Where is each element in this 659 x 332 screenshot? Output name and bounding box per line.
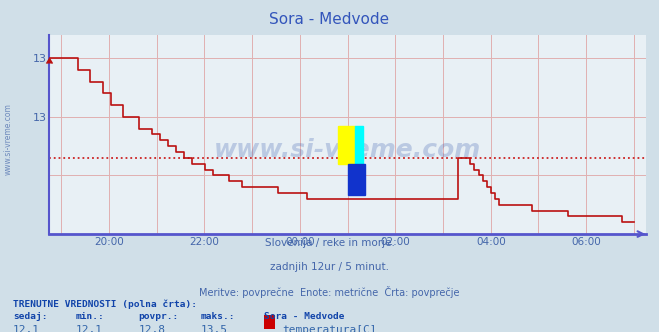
Bar: [355, 126, 363, 164]
Text: povpr.:: povpr.:: [138, 312, 179, 321]
Text: zadnjih 12ur / 5 minut.: zadnjih 12ur / 5 minut.: [270, 262, 389, 272]
Text: 12,1: 12,1: [76, 325, 103, 332]
Text: 13,5: 13,5: [201, 325, 228, 332]
Text: Meritve: povprečne  Enote: metrične  Črta: povprečje: Meritve: povprečne Enote: metrične Črta:…: [199, 286, 460, 298]
Text: Sora - Medvode: Sora - Medvode: [270, 12, 389, 27]
Text: Slovenija / reke in morje.: Slovenija / reke in morje.: [264, 238, 395, 248]
Text: min.:: min.:: [76, 312, 105, 321]
Bar: [338, 126, 355, 164]
Text: www.si-vreme.com: www.si-vreme.com: [3, 104, 13, 175]
Polygon shape: [348, 164, 365, 196]
Text: sedaj:: sedaj:: [13, 312, 47, 321]
Text: maks.:: maks.:: [201, 312, 235, 321]
Text: TRENUTNE VREDNOSTI (polna črta):: TRENUTNE VREDNOSTI (polna črta):: [13, 300, 197, 309]
Text: temperatura[C]: temperatura[C]: [282, 325, 376, 332]
Text: 12,1: 12,1: [13, 325, 40, 332]
Text: www.si-vreme.com: www.si-vreme.com: [214, 138, 481, 162]
Text: 12,8: 12,8: [138, 325, 165, 332]
Text: Sora - Medvode: Sora - Medvode: [264, 312, 344, 321]
